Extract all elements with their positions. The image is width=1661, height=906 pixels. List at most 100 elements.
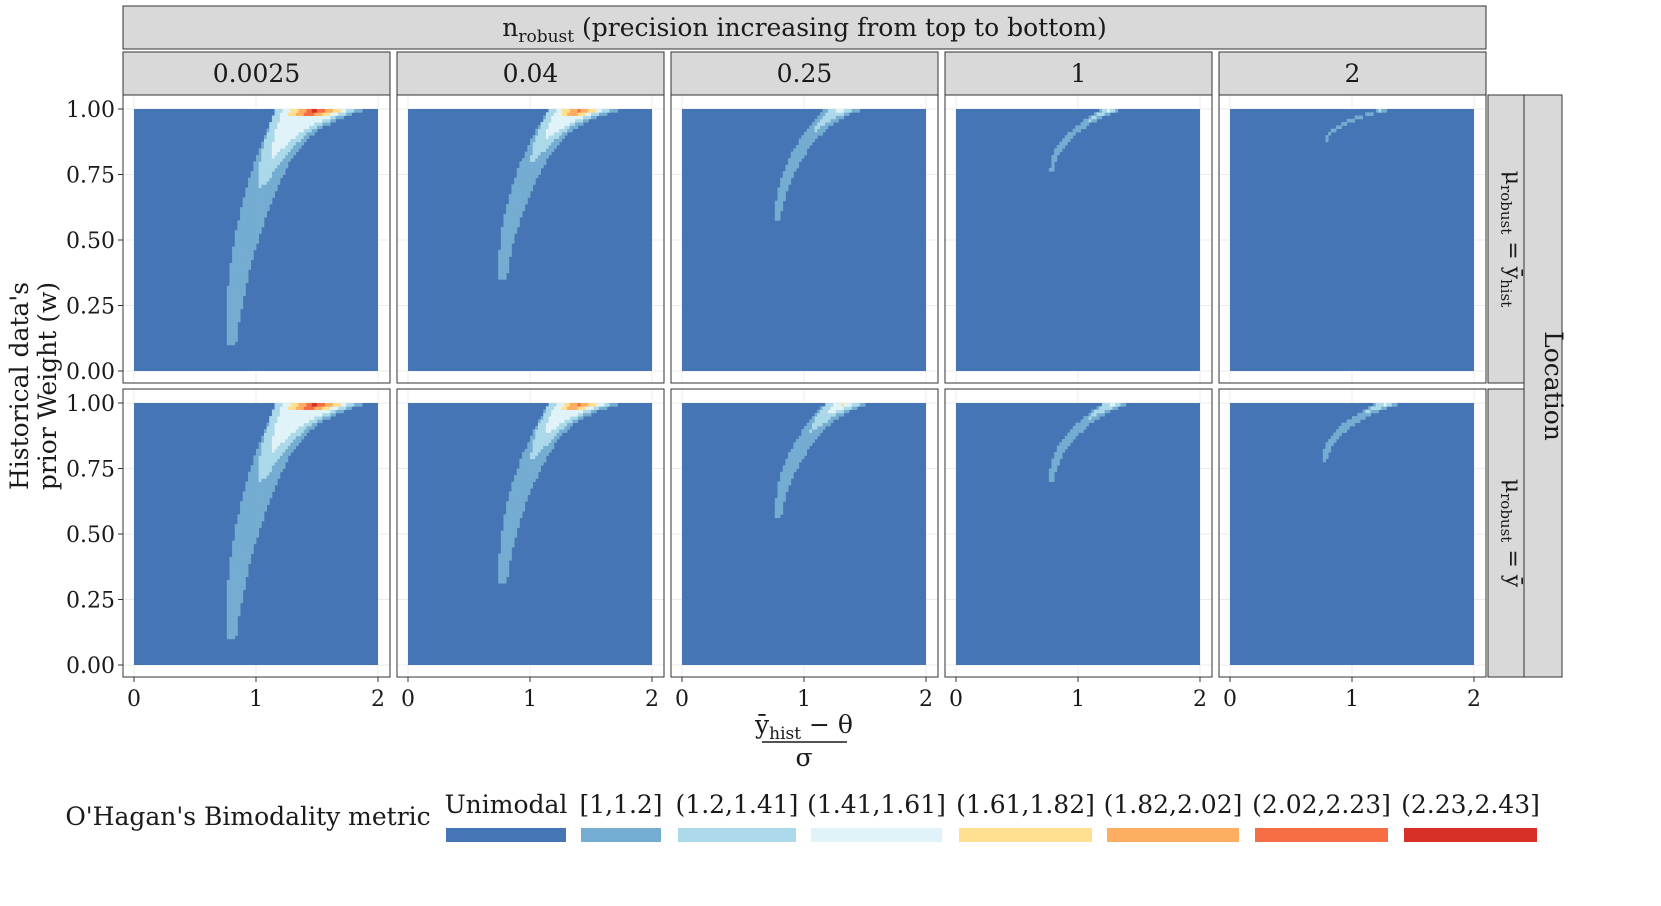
heatmap-cell — [545, 406, 549, 410]
heatmap-cell — [827, 118, 831, 123]
heatmap-cell — [322, 118, 326, 123]
heatmap-cell — [532, 448, 536, 453]
heatmap-cell — [782, 465, 786, 469]
heatmap-cell — [540, 458, 544, 463]
heatmap-cell — [290, 442, 294, 446]
heatmap-cell — [1088, 115, 1092, 120]
heatmap-cell — [524, 478, 528, 482]
heatmap-cell — [242, 566, 246, 571]
heatmap-cell — [516, 197, 520, 202]
heatmap-cell — [588, 109, 592, 113]
heatmap-cell — [277, 439, 281, 443]
heatmap-cell — [811, 429, 816, 433]
heatmap-cell — [551, 442, 555, 446]
heatmap-cell — [248, 534, 252, 538]
heatmap-cell — [261, 458, 265, 463]
heatmap-cell — [237, 308, 241, 313]
heatmap-cell — [1365, 409, 1369, 414]
heatmap-cell — [1101, 409, 1105, 414]
heatmap-cell — [330, 412, 334, 417]
heatmap-cell — [234, 289, 238, 293]
heatmap-cell — [237, 226, 241, 231]
heatmap-cell — [240, 207, 244, 211]
heatmap-cell — [604, 406, 608, 410]
heatmap-cell — [271, 416, 275, 420]
heatmap-cell — [226, 308, 230, 313]
heatmap-cell — [301, 403, 305, 407]
column-strip-label: 0.04 — [503, 59, 559, 88]
heatmap-cell — [253, 530, 257, 535]
heatmap-cell — [1112, 403, 1116, 407]
heatmap-cell — [540, 429, 544, 433]
heatmap-cell — [503, 527, 507, 532]
heatmap-cell — [508, 491, 512, 496]
heatmap-cell — [564, 422, 568, 427]
heatmap-cell — [237, 534, 241, 538]
heatmap-cell — [806, 442, 810, 446]
heatmap-cell — [780, 491, 784, 496]
heatmap-cell — [514, 223, 518, 228]
heatmap-cell — [527, 448, 531, 453]
heatmap-cell — [290, 448, 294, 453]
heatmap-cell — [248, 556, 252, 561]
heatmap-cell — [253, 461, 257, 466]
heatmap-cell — [535, 429, 539, 433]
heatmap-cell — [804, 145, 808, 149]
heatmap-cell — [287, 439, 291, 443]
heatmap-cell — [1378, 406, 1382, 410]
heatmap-cell — [543, 435, 547, 440]
heatmap-cell — [266, 425, 270, 430]
heatmap-cell — [261, 507, 265, 512]
heatmap-cell — [535, 161, 539, 166]
heatmap-cell — [1357, 416, 1361, 420]
heatmap-cell — [1051, 154, 1055, 159]
column-strip-label: 0.25 — [777, 59, 833, 88]
heatmap-cell — [237, 256, 241, 261]
heatmap-cell — [253, 520, 257, 525]
heatmap-cell — [258, 471, 262, 476]
heatmap-cell — [237, 560, 241, 564]
heatmap-cell — [306, 115, 310, 120]
heatmap-cell — [535, 138, 539, 143]
heatmap-cell — [309, 416, 313, 420]
heatmap-cell — [309, 412, 313, 417]
heatmap-cell — [1381, 406, 1385, 410]
heatmap-cell — [250, 174, 254, 179]
heatmap-cell — [282, 461, 286, 466]
heatmap-cell — [237, 589, 241, 594]
heatmap-cell — [819, 429, 823, 433]
heatmap-cell — [269, 167, 273, 172]
heatmap-cell — [234, 556, 238, 561]
heatmap-cell — [774, 497, 778, 502]
heatmap-cell — [250, 200, 254, 205]
heatmap-cell — [572, 419, 576, 424]
heatmap-cell — [503, 570, 507, 574]
heatmap-cell — [548, 403, 552, 407]
heatmap-cell — [506, 550, 510, 555]
legend-label: [1,1.2] — [579, 790, 662, 819]
heatmap-cell — [506, 524, 510, 528]
heatmap-cell — [503, 563, 507, 568]
heatmap-cell — [271, 475, 275, 479]
heatmap-cell — [335, 112, 339, 116]
heatmap-cell — [277, 141, 281, 146]
heatmap-cell — [237, 543, 241, 548]
heatmap-cell — [290, 412, 294, 417]
heatmap-cell — [543, 419, 547, 424]
heatmap-cell — [780, 197, 784, 202]
heatmap-cell — [248, 230, 252, 234]
heatmap-cell — [548, 439, 552, 443]
heatmap-cell — [301, 419, 305, 424]
heatmap-cell — [245, 534, 249, 538]
heatmap-cell — [282, 409, 286, 414]
heatmap-cell — [242, 507, 246, 512]
heatmap-cell — [282, 419, 286, 424]
heatmap-cell — [567, 125, 571, 130]
heatmap-cell — [237, 272, 241, 277]
heatmap-cell — [282, 125, 286, 130]
heatmap-cell — [545, 439, 549, 443]
heatmap-cell — [269, 484, 273, 489]
heatmap-cell — [285, 458, 289, 463]
heatmap-cell — [508, 556, 512, 561]
heatmap-cell — [248, 256, 252, 261]
